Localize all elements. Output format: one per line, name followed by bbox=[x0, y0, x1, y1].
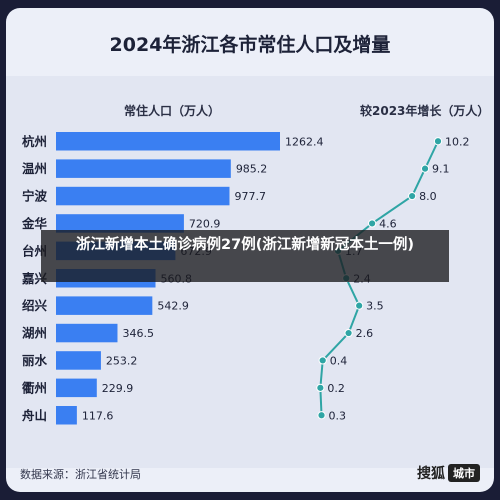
population-bar bbox=[56, 296, 153, 315]
category-label: 舟山 bbox=[22, 408, 47, 423]
growth-point bbox=[420, 164, 430, 173]
growth-column-header: 较2023年增长（万人） bbox=[360, 104, 490, 118]
category-label: 杭州 bbox=[22, 134, 47, 149]
population-value-label: 985.2 bbox=[236, 163, 268, 176]
category-label: 湖州 bbox=[22, 326, 47, 341]
population-bar bbox=[56, 323, 118, 343]
growth-value-label: 9.1 bbox=[432, 163, 450, 176]
brand-logo: 搜狐 城市 bbox=[417, 463, 480, 483]
population-value-label: 117.6 bbox=[82, 409, 114, 422]
category-label: 绍兴 bbox=[22, 298, 48, 313]
category-label: 温州 bbox=[22, 161, 47, 176]
population-value-label: 977.7 bbox=[234, 190, 266, 203]
population-bar bbox=[56, 132, 280, 151]
population-bar bbox=[56, 214, 184, 233]
population-value-label: 253.2 bbox=[106, 354, 138, 367]
chart-card: 2024年浙江各市常住人口及增量 常住人口（万人） 较2023年增长（万人） 杭… bbox=[6, 8, 494, 492]
growth-point bbox=[317, 411, 326, 420]
category-label: 台州 bbox=[22, 243, 47, 258]
growth-point bbox=[408, 191, 417, 201]
category-label: 宁波 bbox=[22, 189, 48, 204]
growth-point bbox=[318, 356, 327, 365]
growth-value-label: 0.3 bbox=[329, 409, 347, 422]
data-source: 数据来源：浙江省统计局 bbox=[20, 468, 141, 481]
growth-value-label: 2.6 bbox=[356, 327, 374, 340]
growth-value-label: 4.6 bbox=[379, 217, 397, 230]
population-bar bbox=[56, 159, 231, 178]
growth-point bbox=[355, 301, 364, 310]
growth-value-label: 0.2 bbox=[327, 382, 345, 395]
chart-title: 2024年浙江各市常住人口及增量 bbox=[109, 34, 391, 56]
growth-value-label: 8.0 bbox=[419, 190, 437, 203]
population-bar bbox=[56, 186, 230, 206]
growth-point bbox=[344, 328, 353, 338]
growth-point bbox=[433, 137, 443, 146]
population-bar bbox=[56, 378, 97, 398]
growth-value-label: 0.4 bbox=[330, 354, 348, 367]
population-bar bbox=[56, 351, 101, 370]
growth-value-label: 3.5 bbox=[366, 300, 384, 313]
category-label: 嘉兴 bbox=[21, 271, 48, 286]
brand-tag: 城市 bbox=[448, 464, 480, 482]
growth-value-label: 10.2 bbox=[445, 135, 470, 148]
growth-point bbox=[316, 383, 325, 392]
population-value-label: 346.5 bbox=[122, 327, 153, 340]
population-bar bbox=[56, 406, 77, 425]
population-column-header: 常住人口（万人） bbox=[124, 104, 221, 118]
category-label: 衢州 bbox=[22, 380, 47, 395]
category-label: 丽水 bbox=[22, 353, 48, 368]
population-value-label: 229.9 bbox=[102, 382, 134, 395]
population-value-label: 1262.4 bbox=[285, 135, 324, 148]
news-headline-overlay[interactable]: 浙江新增本土确诊病例27例(浙江新增新冠本土一例) bbox=[41, 230, 449, 282]
category-label: 金华 bbox=[21, 216, 48, 231]
brand-name: 搜狐 bbox=[417, 466, 445, 482]
population-value-label: 542.9 bbox=[157, 300, 189, 313]
population-value-label: 720.9 bbox=[189, 217, 221, 230]
growth-point bbox=[368, 219, 377, 228]
